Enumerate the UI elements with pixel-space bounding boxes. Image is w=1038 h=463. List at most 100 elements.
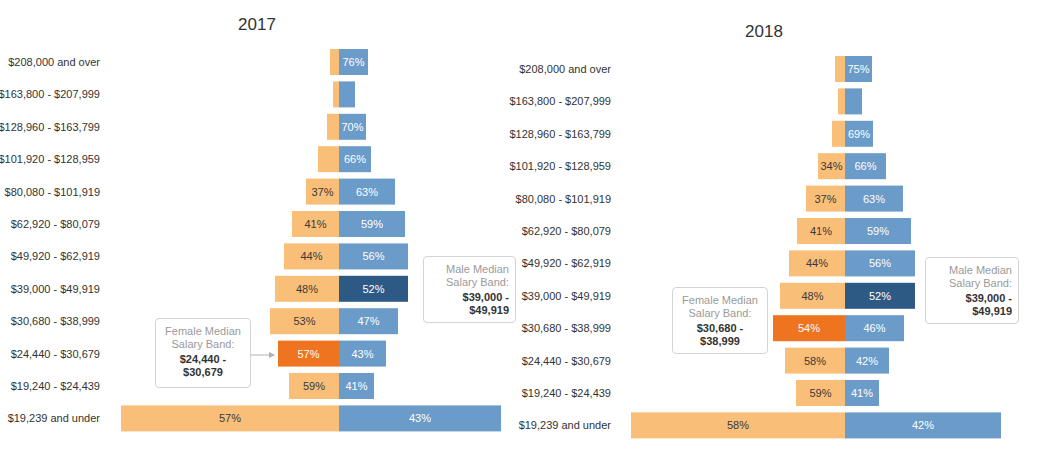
bar [327, 114, 339, 140]
share-label: 58% [804, 355, 826, 367]
bar [278, 341, 339, 367]
bar [845, 218, 911, 244]
share-label: 66% [854, 160, 876, 172]
bar [785, 348, 845, 374]
bar [339, 243, 408, 269]
y-tick-label: $24,440 - $30,679 [522, 355, 611, 367]
bar [333, 81, 339, 107]
bar [339, 373, 374, 399]
y-tick-label: $39,000 - $49,919 [522, 290, 611, 302]
bar [284, 243, 339, 269]
y-tick-label: $30,680 - $38,999 [11, 315, 100, 327]
y-tick-label: $128,960 - $163,799 [0, 121, 100, 133]
y-tick-label: $80,080 - $101,919 [5, 186, 100, 198]
bar [845, 348, 889, 374]
bar [270, 308, 339, 334]
bar [339, 308, 398, 334]
bar [845, 153, 886, 179]
y-tick-label: $208,000 and over [8, 56, 100, 68]
share-label: 44% [300, 250, 322, 262]
bar [780, 283, 845, 309]
y-tick-label: $163,800 - $207,999 [0, 88, 100, 100]
annotation-box: Female Median Salary Band: $30,680 - $38,… [672, 287, 768, 354]
bar [838, 88, 845, 114]
chart-title: 2018 [745, 22, 783, 41]
bar [631, 412, 845, 438]
share-label: 70% [341, 121, 363, 133]
bar [306, 179, 339, 205]
bar [796, 380, 845, 406]
bar [339, 341, 386, 367]
share-label: 48% [801, 290, 823, 302]
share-label: 44% [806, 257, 828, 269]
bar [339, 49, 368, 75]
y-tick-label: $62,920 - $80,079 [522, 225, 611, 237]
share-label: 59% [867, 225, 889, 237]
share-label: 42% [912, 419, 934, 431]
y-tick-label: $128,960 - $163,799 [509, 128, 611, 140]
bar [845, 250, 915, 276]
bar [773, 315, 845, 341]
share-label: 59% [303, 380, 325, 392]
share-label: 41% [810, 225, 832, 237]
annotation-value: $39,000 - $49,919 [430, 291, 509, 317]
y-tick-label: $163,800 - $207,999 [509, 95, 611, 107]
share-label: 43% [409, 412, 431, 424]
share-label: 53% [293, 315, 315, 327]
bar [339, 114, 366, 140]
bar [845, 380, 879, 406]
y-tick-label: $19,240 - $24,439 [11, 380, 100, 392]
y-tick-label: $208,000 and over [519, 63, 611, 75]
bar [835, 56, 845, 82]
share-label: 54% [798, 322, 820, 334]
bar [339, 81, 355, 107]
y-tick-label: $101,920 - $128,959 [509, 160, 611, 172]
bar [789, 250, 845, 276]
annotation-text: Female Median Salary Band: [682, 294, 758, 319]
bar [339, 211, 405, 237]
annotation-value: $30,680 - $38,999 [679, 322, 761, 348]
y-tick-label: $62,920 - $80,079 [11, 218, 100, 230]
bar [339, 146, 371, 172]
share-label: 34% [820, 160, 842, 172]
share-label: 59% [809, 387, 831, 399]
annotation-text: Male Median Salary Band: [446, 263, 509, 288]
share-label: 41% [851, 387, 873, 399]
panel: 2017 $208,000 and over $163,800 - $207,999… [0, 15, 501, 431]
y-tick-label: $19,239 and under [8, 412, 101, 424]
y-tick-label: $19,239 and under [519, 419, 612, 431]
bar [292, 211, 339, 237]
share-label: 41% [304, 218, 326, 230]
bar [845, 186, 903, 212]
bar [845, 283, 915, 309]
bar [275, 276, 339, 302]
share-label: 41% [345, 380, 367, 392]
bar [121, 405, 339, 431]
bars [121, 49, 501, 431]
annotation-value: $24,440 - $30,679 [162, 353, 244, 379]
annotation-text: Female Median Salary Band: [165, 325, 241, 350]
share-label: 37% [814, 193, 836, 205]
share-label: 42% [856, 355, 878, 367]
share-label: 48% [296, 283, 318, 295]
share-label: 46% [863, 322, 885, 334]
share-label: 59% [361, 218, 383, 230]
y-tick-label: $19,240 - $24,439 [522, 387, 611, 399]
chart-title: 2017 [238, 15, 276, 34]
share-label: 52% [362, 283, 384, 295]
bar [818, 153, 845, 179]
annotation-arrow [251, 355, 274, 356]
share-label: 57% [219, 412, 241, 424]
bar [330, 49, 339, 75]
bar [806, 186, 845, 212]
bar [289, 373, 339, 399]
annotation-box: Male Median Salary Band:$39,000 - $49,91… [925, 257, 1019, 324]
bar [339, 179, 395, 205]
share-label: 58% [727, 419, 749, 431]
share-label: 69% [848, 128, 870, 140]
bar [318, 146, 339, 172]
share-label: 47% [357, 315, 379, 327]
share-label: 76% [342, 56, 364, 68]
annotation-value: $39,000 - $49,919 [932, 292, 1012, 318]
bar [845, 56, 872, 82]
